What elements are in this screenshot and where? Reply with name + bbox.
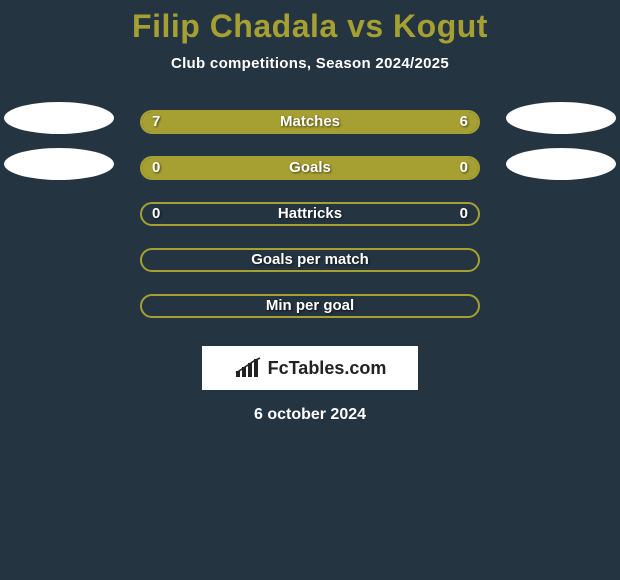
- stat-value-left: 7: [152, 110, 160, 134]
- stat-value-right: 6: [460, 110, 468, 134]
- stat-value-right: 0: [460, 202, 468, 226]
- stat-bar-track: [140, 248, 480, 272]
- stat-row: Hattricks00: [0, 202, 620, 248]
- stat-value-left: 0: [152, 156, 160, 180]
- stat-bar-track: [140, 156, 480, 180]
- page-title: Filip Chadala vs Kogut: [0, 0, 620, 45]
- stats-container: Matches76Goals00Hattricks00Goals per mat…: [0, 110, 620, 340]
- stat-bar-fill-right: [323, 112, 478, 132]
- player-marker-right: [506, 102, 616, 134]
- player-marker-right: [506, 148, 616, 180]
- stat-bar-track: [140, 294, 480, 318]
- date-text: 6 october 2024: [0, 406, 620, 424]
- logo-text: FcTables.com: [268, 358, 387, 379]
- fctables-logo: FcTables.com: [202, 346, 418, 390]
- bar-chart-icon: [234, 357, 262, 379]
- subtitle: Club competitions, Season 2024/2025: [0, 55, 620, 72]
- stat-row: Min per goal: [0, 294, 620, 340]
- player-marker-left: [4, 102, 114, 134]
- player-marker-left: [4, 148, 114, 180]
- stat-value-left: 0: [152, 202, 160, 226]
- stat-row: Matches76: [0, 110, 620, 156]
- stat-row: Goals per match: [0, 248, 620, 294]
- stat-value-right: 0: [460, 156, 468, 180]
- stat-row: Goals00: [0, 156, 620, 202]
- stat-bar-track: [140, 110, 480, 134]
- stat-bar-fill-right: [310, 158, 478, 178]
- stat-bar-fill-left: [142, 158, 310, 178]
- stat-bar-fill-left: [142, 112, 323, 132]
- stat-bar-track: [140, 202, 480, 226]
